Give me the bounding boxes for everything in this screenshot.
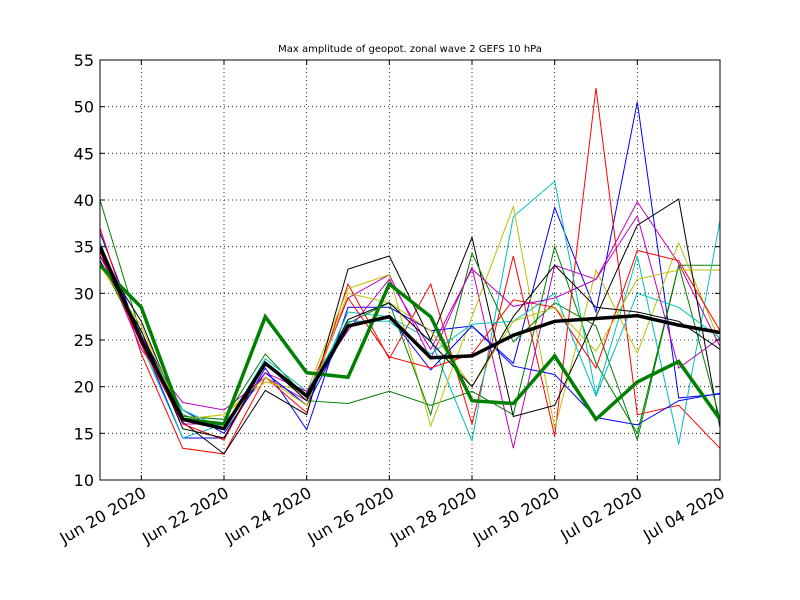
series-line-2 [100,87,720,455]
y-tick-label: 10 [74,471,94,490]
series-line-12 [100,265,720,420]
y-tick-label: 20 [74,378,94,397]
series-line-6 [100,198,720,455]
y-tick-label: 55 [74,51,94,70]
y-tick-label: 30 [74,284,94,303]
series-line-bold-14 [100,264,720,426]
series-line-8 [100,251,720,442]
chart-title: Max amplitude of geopot. zonal wave 2 GE… [278,44,542,55]
series-line-3 [100,180,720,445]
series-line-13 [100,260,720,439]
series-group [100,87,720,455]
y-tick-label: 35 [74,238,94,257]
y-tick-label: 25 [74,331,94,350]
plot-frame [99,59,721,481]
y-tick-label: 50 [74,98,94,117]
y-tick-label: 40 [74,191,94,210]
series-line-bold-15 [100,245,720,431]
y-tick-label: 15 [74,424,94,443]
y-tick-label: 45 [74,144,94,163]
